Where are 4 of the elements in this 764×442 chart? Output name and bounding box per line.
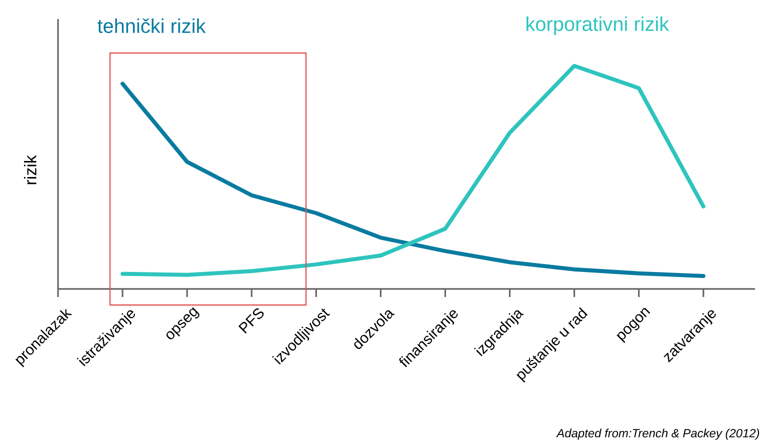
text: korporativni rizik: [526, 16, 670, 36]
text: tehnički rizik: [98, 18, 206, 34]
text: Adapted from:Trench & Packey (2012): [556, 428, 760, 440]
y-axis-title: rizik: [24, 155, 36, 184]
